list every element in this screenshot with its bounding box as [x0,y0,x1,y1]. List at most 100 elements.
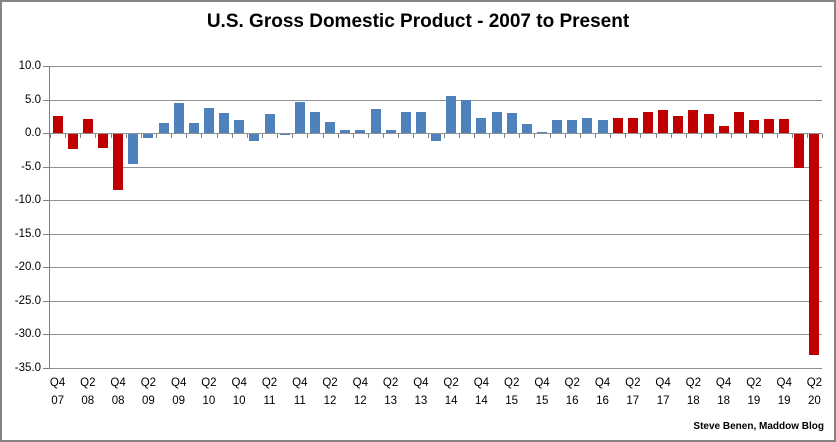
x-axis-label: Q4 10 [231,377,247,407]
bar-q3-13 [400,111,411,134]
bar-q2-13 [385,129,396,134]
bar-q2-08 [82,119,93,134]
bar-q2-14 [446,96,457,134]
bar-q2-12 [325,121,335,134]
bar-q3-16 [582,118,593,134]
bar-q4-13 [415,111,426,134]
gridline [50,233,822,235]
gridline [50,99,822,101]
x-axis-label: Q4 17 [655,377,671,407]
bar-q4-16 [597,119,608,134]
bar-q2-18 [688,109,699,134]
y-axis-tick [43,166,50,168]
x-axis-tick [534,134,536,139]
bar-q2-15 [506,113,517,134]
x-axis-label: Q2 08 [80,377,96,407]
x-axis-label: Q4 07 [49,377,66,407]
x-axis-tick [246,134,248,139]
bar-q3-08 [98,134,108,149]
x-axis-tick [65,134,67,139]
attribution-credit: Steve Benen, Maddow Blog [693,421,824,432]
x-axis-tick [367,134,369,139]
x-axis-label: Q4 08 [110,377,126,407]
bar-q1-19 [733,112,744,134]
gridline [50,200,822,202]
x-axis-tick [489,134,490,139]
y-axis-label: 0.0 [25,127,41,140]
x-axis-label: Q4 09 [171,377,187,407]
x-axis-tick [458,134,460,139]
x-axis-label: Q4 14 [473,377,490,407]
bar-q1-20 [794,134,805,168]
x-axis-tick [261,134,263,139]
bar-q3-14 [461,99,472,134]
x-axis-label: Q2 12 [322,377,338,407]
x-axis-tick [473,134,475,139]
gridline [50,133,822,135]
bar-q1-17 [612,117,623,134]
x-axis-tick [594,134,596,139]
x-axis-tick [443,134,445,139]
x-axis-label: Q4 19 [776,377,792,407]
bar-q3-18 [703,113,714,134]
y-axis-tick [43,368,50,369]
y-axis-label: -15.0 [14,227,41,240]
gridline [50,166,822,168]
x-axis-tick [776,134,778,139]
y-axis-tick [43,300,50,302]
bar-q1-15 [491,111,502,134]
y-axis-label: -20.0 [14,261,41,274]
x-axis-tick [171,134,173,139]
bar-q1-08 [67,134,78,150]
y-axis-line [49,66,50,368]
x-axis-tick [383,134,384,139]
bar-q3-15 [521,124,532,134]
x-axis-tick [640,134,642,139]
bar-q3-17 [642,111,653,134]
x-axis-label: Q2 18 [685,377,701,407]
x-axis-tick [731,134,733,139]
bar-q4-11 [294,101,305,134]
gridline [50,267,822,269]
bar-q2-11 [264,113,275,134]
x-axis-tick [398,134,400,139]
x-axis-tick [292,134,294,139]
bar-q2-19 [748,119,759,134]
gridline [50,368,822,369]
gridline [50,300,822,302]
x-axis-label: Q2 20 [806,377,823,407]
x-axis-tick [685,134,687,139]
x-axis-tick [822,134,823,139]
x-axis-tick [80,134,82,139]
bar-q4-14 [476,117,487,134]
x-axis-label: Q4 13 [413,377,429,407]
bar-q4-07 [52,116,63,134]
chart-title: U.S. Gross Domestic Product - 2007 to Pr… [206,11,630,32]
x-axis-tick [307,134,309,139]
x-axis-tick [579,134,581,139]
bar-q3-19 [764,119,774,134]
bar-q2-16 [567,120,578,134]
x-axis-label: Q2 10 [201,377,217,407]
x-axis-tick [352,134,354,139]
x-axis-label: Q2 19 [746,377,762,407]
x-axis-tick [110,134,112,139]
x-axis-tick [277,134,279,139]
x-axis-tick [519,134,521,139]
bar-q3-10 [219,113,230,134]
bar-q3-12 [340,129,351,134]
bar-q1-12 [309,111,320,134]
bar-q1-18 [673,116,684,134]
x-axis-tick [625,134,627,139]
bar-q1-13 [370,109,381,134]
y-axis-label: 5.0 [25,93,41,106]
gridline [50,66,822,67]
bar-q1-14 [431,134,441,142]
bar-q3-11 [279,134,290,136]
x-axis-tick [186,134,188,139]
x-axis-tick [231,134,233,139]
x-axis-tick [716,134,717,139]
x-axis-tick [791,134,793,139]
bar-q2-09 [143,134,154,139]
